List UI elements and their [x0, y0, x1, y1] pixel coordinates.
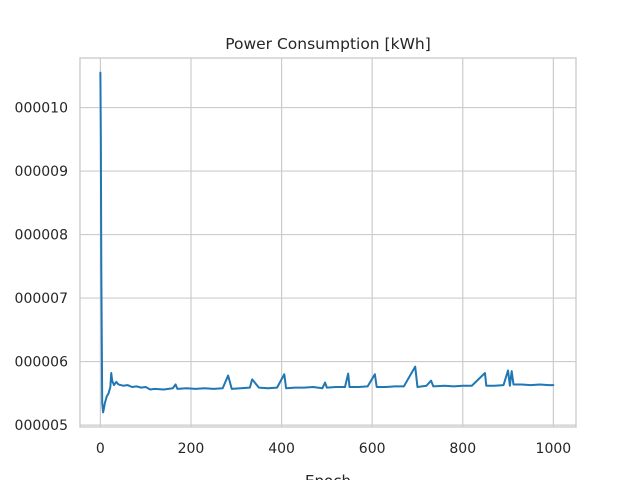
y-axis-ticks: 000005 000006 000007 000008 000009 000010 — [15, 101, 69, 435]
y-tick-label: 000010 — [15, 101, 68, 117]
x-tick-label: 800 — [449, 441, 476, 457]
x-tick-label: 600 — [359, 441, 386, 457]
x-tick-label: 1000 — [536, 441, 572, 457]
y-tick-label: 000006 — [15, 355, 69, 371]
y-tick-label: 000009 — [15, 164, 68, 180]
grid — [80, 58, 576, 427]
x-tick-label: 400 — [268, 441, 295, 457]
y-tick-label: 000007 — [15, 291, 68, 307]
x-tick-label: 0 — [96, 441, 105, 457]
y-tick-label: 000005 — [15, 418, 68, 434]
y-tick-label: 000008 — [15, 228, 68, 244]
plot-frame — [79, 57, 577, 428]
series-layer — [99, 71, 555, 414]
x-tick-label: 200 — [178, 441, 205, 457]
series-line — [99, 71, 555, 414]
chart-title: Power Consumption [kWh] — [225, 35, 431, 53]
x-axis-label: Epoch — [305, 472, 351, 480]
x-axis-ticks: 0 200 400 600 800 1000 — [96, 441, 571, 457]
